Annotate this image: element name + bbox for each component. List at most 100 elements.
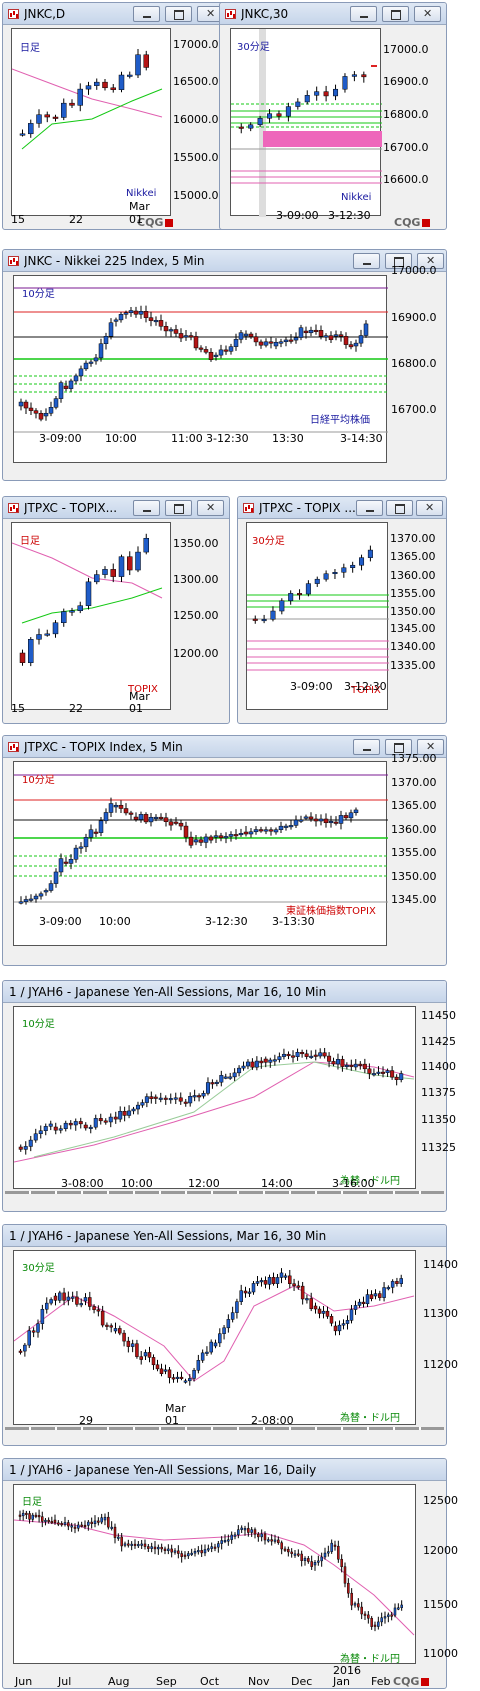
candle <box>78 368 84 377</box>
candle <box>73 847 79 860</box>
chart-svg <box>231 29 382 217</box>
title-bar[interactable]: JNKC,30 <box>220 3 446 25</box>
minimize-button[interactable] <box>350 6 377 22</box>
chart-area[interactable]: 10分足 日経平均株価 <box>13 275 388 463</box>
minimize-button[interactable] <box>133 500 160 516</box>
chart-area[interactable]: 10分足 為替・ドル円 <box>13 1006 416 1189</box>
candle <box>83 1524 87 1527</box>
instrument-legend: Nikkei <box>341 192 372 203</box>
window-jnkc-30min[interactable]: JNKC,30 30分足 Nikkei CQG 17000.0 16900.0 16… <box>219 2 447 230</box>
y-tick-label: 15500.0 <box>173 151 219 164</box>
candle <box>58 382 64 399</box>
chart-area[interactable]: 30分足 為替・ドル円 <box>13 1250 416 1425</box>
maximize-button[interactable] <box>385 739 412 755</box>
y-tick-label: 11375 <box>421 1086 456 1099</box>
maximize-button[interactable] <box>386 500 413 516</box>
chart-area[interactable]: 日足 Nikkei <box>11 28 171 216</box>
candle <box>322 1052 327 1057</box>
maximize-button[interactable] <box>385 253 412 269</box>
candle <box>313 818 319 822</box>
maximize-button[interactable] <box>165 500 192 516</box>
title-bar[interactable]: 1 / JYAH6 - Japanese Yen-All Sessions, M… <box>3 1225 446 1247</box>
candle <box>213 835 219 838</box>
candle <box>233 834 239 837</box>
candle <box>219 1075 224 1083</box>
close-button[interactable] <box>414 6 441 22</box>
candle <box>93 831 99 834</box>
title-bar[interactable]: JTPXC - TOPIX ... <box>238 497 446 519</box>
chart-svg <box>12 49 163 150</box>
window-jtpxc-daily[interactable]: JTPXC - TOPIX... 日足 TOPIX 1350.00 1300.00… <box>2 496 230 724</box>
chart-area[interactable]: 30分足 Nikkei <box>230 28 382 217</box>
chart-svg <box>247 545 389 671</box>
candle <box>94 81 100 86</box>
title-bar[interactable]: JTPXC - TOPIX Index, 5 Min <box>3 736 446 758</box>
candle <box>353 1603 357 1606</box>
candle <box>147 1352 152 1358</box>
candle <box>247 1291 252 1294</box>
candle <box>273 829 279 833</box>
window-jtpxc-5min[interactable]: JTPXC - TOPIX Index, 5 Min 10分足 東証株価指数TO… <box>2 735 447 966</box>
window-jnkc-5min[interactable]: JNKC - Nikkei 225 Index, 5 Min 10分足 日経平均… <box>2 249 447 481</box>
candle <box>148 317 154 321</box>
minimize-button[interactable] <box>353 253 380 269</box>
candle <box>309 1055 314 1058</box>
window-jyah6-10min[interactable]: 1 / JYAH6 - Japanese Yen-All Sessions, M… <box>2 980 456 1212</box>
candle <box>280 1542 283 1550</box>
close-button[interactable] <box>417 739 444 755</box>
y-tick-label: 16000.0 <box>173 113 219 126</box>
candle <box>183 825 189 838</box>
chart-icon <box>8 9 19 19</box>
candle <box>128 812 134 815</box>
chart-area[interactable]: 日足 為替・ドル円 <box>13 1484 416 1665</box>
candle <box>349 1064 354 1067</box>
window-jyah6-30min[interactable]: 1 / JYAH6 - Japanese Yen-All Sessions, M… <box>2 1224 458 1446</box>
chart-icon <box>243 503 254 513</box>
scrollbar[interactable] <box>5 1191 444 1194</box>
window-title: 1 / JYAH6 - Japanese Yen-All Sessions, M… <box>9 985 327 999</box>
chart-area[interactable]: 30分足 TOPIX <box>246 522 389 710</box>
minimize-button[interactable] <box>353 739 380 755</box>
close-button[interactable] <box>417 253 444 269</box>
minimize-button[interactable] <box>356 500 383 516</box>
chart-area[interactable]: 日足 TOPIX <box>11 522 171 710</box>
scrollbar[interactable] <box>5 1427 444 1430</box>
title-bar[interactable]: JNKC,D <box>3 3 229 25</box>
candle <box>394 1076 399 1080</box>
maximize-button[interactable] <box>382 6 409 22</box>
x-tick-label: 3-13:30 <box>272 915 315 928</box>
candle <box>373 1293 378 1297</box>
y-tick-label: 1345.00 <box>390 622 436 635</box>
candle <box>36 114 42 124</box>
candle <box>378 1293 382 1298</box>
window-jtpxc-30min[interactable]: JTPXC - TOPIX ... 30分足 TOPIX 1370.00 1365… <box>237 496 447 724</box>
candle <box>350 1592 353 1606</box>
candle <box>323 573 329 580</box>
candle <box>36 1323 40 1333</box>
minimize-button[interactable] <box>133 6 160 22</box>
candle <box>397 1607 400 1610</box>
candle <box>173 821 179 824</box>
candle <box>33 410 39 414</box>
candle <box>18 401 24 407</box>
candle <box>177 1550 180 1554</box>
candle <box>144 1096 149 1103</box>
maximize-button[interactable] <box>165 6 192 22</box>
candle <box>117 1536 120 1539</box>
close-button[interactable] <box>197 500 224 516</box>
candle <box>333 1325 338 1332</box>
title-bar[interactable]: JNKC - Nikkei 225 Index, 5 Min <box>3 250 446 272</box>
candle <box>314 578 320 584</box>
x-tick-label: 01 <box>129 213 143 226</box>
title-bar[interactable]: 1 / JYAH6 - Japanese Yen-All Sessions, M… <box>3 981 446 1003</box>
candle <box>390 1614 393 1617</box>
candle <box>83 1124 88 1129</box>
candle <box>31 1514 34 1520</box>
window-jyah6-daily[interactable]: 1 / JYAH6 - Japanese Yen-All Sessions, M… <box>2 1458 458 1689</box>
title-bar[interactable]: JTPXC - TOPIX... <box>3 497 229 519</box>
close-button[interactable] <box>416 500 443 516</box>
candle <box>113 1526 117 1538</box>
title-bar[interactable]: 1 / JYAH6 - Japanese Yen-All Sessions, M… <box>3 1459 446 1481</box>
chart-area[interactable]: 10分足 東証株価指数TOPIX <box>13 761 388 946</box>
window-jnkc-daily[interactable]: JNKC,D 日足 Nikkei CQG 17000.0 16500.0 16000… <box>2 2 230 230</box>
